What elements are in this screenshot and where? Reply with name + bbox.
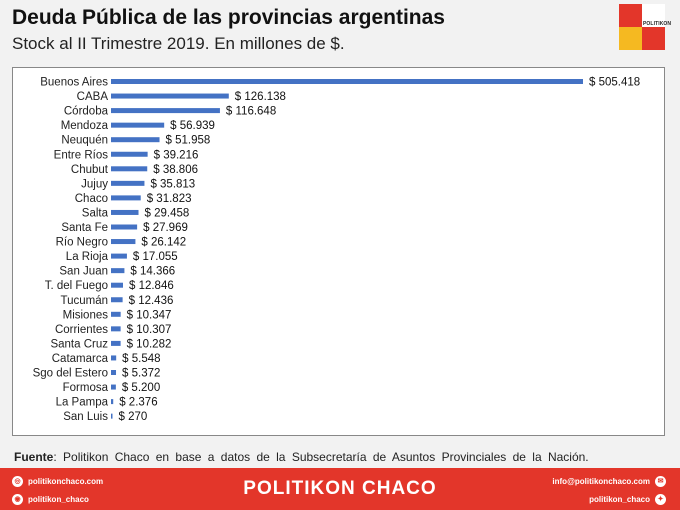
bar: [111, 180, 145, 186]
bar: [111, 151, 148, 157]
category-label: Jujuy: [81, 178, 108, 190]
category-label: Chaco: [75, 193, 108, 205]
footer-website-text: politikonchaco.com: [28, 477, 104, 486]
category-label: Neuquén: [61, 135, 108, 147]
mail-icon: ✉: [655, 476, 666, 487]
bar: [111, 108, 220, 114]
data-label: $ 10.282: [127, 338, 172, 350]
category-label: San Juan: [59, 266, 108, 278]
data-label: $ 35.813: [150, 178, 195, 190]
bar: [111, 93, 229, 99]
bar: [111, 79, 583, 84]
data-label: $ 505.418: [589, 77, 640, 89]
data-label: $ 27.969: [143, 222, 188, 234]
footer-email-text: info@politikonchaco.com: [552, 477, 650, 486]
data-label: $ 2.376: [119, 397, 157, 409]
bar: [111, 370, 117, 375]
category-label: Buenos Aires: [40, 77, 108, 89]
category-label: Misiones: [63, 309, 109, 321]
logo-text: POLITIKON: [643, 21, 672, 27]
category-label: San Luis: [63, 411, 108, 423]
category-label: La Rioja: [66, 251, 109, 263]
category-label: Sgo del Estero: [33, 368, 108, 380]
chart-area: Buenos Aires $ 505.418 CABA $ 126.138 Córdob…: [12, 67, 665, 436]
footer-twitter-text: politikon_chaco: [589, 495, 650, 504]
footer-bar: ◎ politikonchaco.com ◉ politikon_chaco P…: [0, 468, 680, 510]
footer-brand: POLITIKON CHACO: [243, 478, 437, 499]
footer-email[interactable]: info@politikonchaco.com ✉: [552, 476, 666, 487]
twitter-icon: ✦: [655, 494, 666, 505]
data-label: $ 29.458: [145, 207, 190, 219]
bar: [111, 413, 113, 419]
category-label: Córdoba: [64, 106, 109, 118]
data-label: $ 116.648: [226, 106, 276, 118]
data-label: $ 39.216: [154, 149, 199, 161]
data-label: $ 14.366: [130, 266, 175, 278]
source-note: Fuente: Politikon Chaco en base a datos …: [14, 450, 589, 464]
bar: [111, 282, 123, 288]
footer-instagram-text: politikon_chaco: [28, 495, 89, 504]
category-label: Formosa: [63, 382, 109, 394]
category-label: Entre Ríos: [54, 149, 109, 161]
category-label: Mendoza: [61, 120, 109, 132]
bar: [111, 122, 165, 128]
source-label: Fuente: [14, 450, 54, 464]
bar: [111, 297, 123, 303]
bar: [111, 311, 121, 317]
bar: [111, 166, 148, 172]
page-subtitle: Stock al II Trimestre 2019. En millones …: [12, 34, 345, 53]
category-label: Catamarca: [52, 353, 109, 365]
bar: [111, 384, 116, 390]
category-label: La Pampa: [56, 397, 109, 409]
category-label: Río Negro: [56, 237, 108, 249]
data-label: $ 56.939: [170, 120, 215, 132]
source-text: : Politikon Chaco en base a datos de la …: [53, 450, 589, 464]
instagram-icon: ◉: [12, 494, 23, 505]
data-label: $ 5.548: [122, 353, 160, 365]
bar: [111, 268, 125, 274]
category-label: Chubut: [71, 164, 109, 176]
footer-twitter[interactable]: politikon_chaco ✦: [589, 494, 666, 505]
category-label: Tucumán: [60, 295, 108, 307]
category-label: T. del Fuego: [45, 280, 108, 292]
bar: [111, 195, 141, 201]
data-label: $ 270: [119, 411, 148, 423]
bar: [111, 399, 114, 405]
category-label: Corrientes: [55, 324, 108, 336]
data-label: $ 12.846: [129, 280, 174, 292]
footer-instagram[interactable]: ◉ politikon_chaco: [12, 494, 89, 505]
politikon-logo: POLITIKON: [619, 4, 671, 50]
data-label: $ 38.806: [153, 164, 198, 176]
bar: [111, 224, 138, 230]
data-label: $ 10.347: [127, 309, 172, 321]
category-label: Salta: [82, 207, 109, 219]
bar: [111, 326, 121, 332]
data-label: $ 12.436: [129, 295, 174, 307]
data-label: $ 17.055: [133, 251, 178, 263]
data-label: $ 10.307: [127, 324, 172, 336]
bar: [111, 355, 117, 361]
data-label: $ 31.823: [147, 193, 192, 205]
category-label: Santa Fe: [61, 222, 108, 234]
data-label: $ 26.142: [141, 237, 186, 249]
category-label: Santa Cruz: [50, 338, 108, 350]
data-label: $ 5.200: [122, 382, 160, 394]
data-label: $ 51.958: [166, 135, 211, 147]
bar: [111, 253, 127, 259]
bar: [111, 209, 139, 215]
bar: [111, 239, 136, 245]
data-label: $ 5.372: [122, 368, 160, 380]
footer-website[interactable]: ◎ politikonchaco.com: [12, 476, 103, 487]
bar: [111, 137, 160, 143]
page-title: Deuda Pública de las provincias argentin…: [12, 6, 445, 29]
category-label: CABA: [77, 91, 109, 103]
bar: [111, 340, 121, 346]
data-label: $ 126.138: [235, 91, 286, 103]
globe-icon: ◎: [12, 476, 23, 487]
bar-chart: Buenos Aires $ 505.418 CABA $ 126.138 Córdob…: [33, 77, 641, 424]
